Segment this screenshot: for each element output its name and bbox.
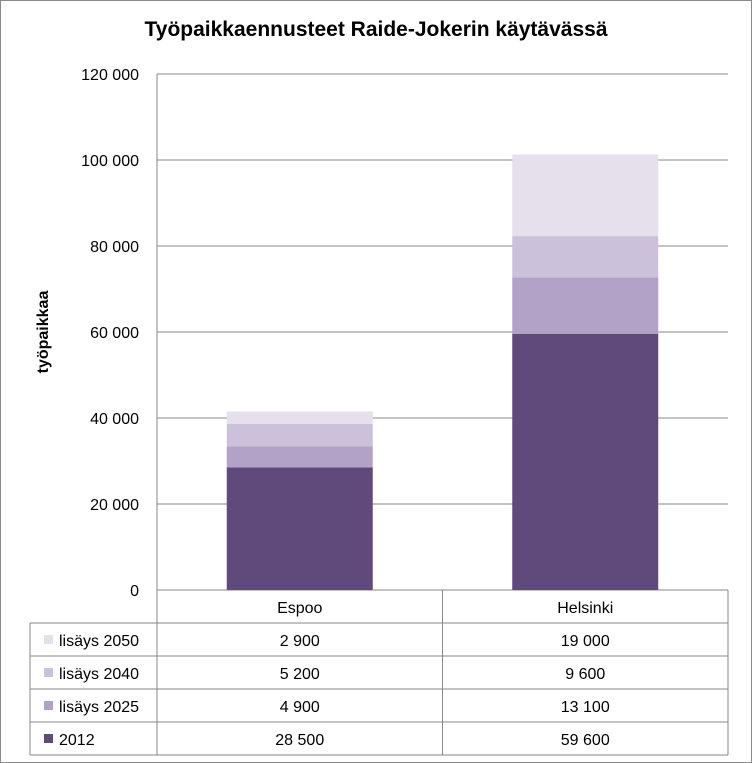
bar-segment xyxy=(226,411,373,425)
bar-segment xyxy=(226,467,373,590)
bar-segment xyxy=(226,424,373,447)
data-label: 9 600 xyxy=(565,666,605,683)
data-label: 5 200 xyxy=(280,666,320,683)
y-tick-label: 60 000 xyxy=(90,325,139,342)
legend-swatch xyxy=(44,668,53,677)
bar-segment xyxy=(512,154,659,237)
data-label: 4 900 xyxy=(280,699,320,716)
y-tick-label: 80 000 xyxy=(90,239,139,256)
y-tick-label: 20 000 xyxy=(90,497,139,514)
y-tick-label: 40 000 xyxy=(90,411,139,428)
bar-segment xyxy=(226,446,373,468)
legend-swatch xyxy=(44,734,53,743)
legend-label: lisäys 2050 xyxy=(59,633,139,650)
legend-swatch xyxy=(44,635,53,644)
bar-segment xyxy=(512,333,659,590)
data-label: 2 900 xyxy=(280,633,320,650)
data-label: 28 500 xyxy=(275,732,324,749)
data-label: 19 000 xyxy=(561,633,610,650)
bar-segment xyxy=(512,236,659,278)
bar-segment xyxy=(512,277,659,334)
data-label: 59 600 xyxy=(561,732,610,749)
legend-label: lisäys 2025 xyxy=(59,699,139,716)
x-category-label: Helsinki xyxy=(557,600,613,617)
legend-label: 2012 xyxy=(59,732,95,749)
x-category-label: Espoo xyxy=(277,600,322,617)
y-tick-label: 0 xyxy=(130,583,139,600)
legend-label: lisäys 2040 xyxy=(59,666,139,683)
y-tick-label: 120 000 xyxy=(81,67,139,84)
data-label: 13 100 xyxy=(561,699,610,716)
legend-swatch xyxy=(44,701,53,710)
chart-title: Työpaikkaennusteet Raide-Jokerin käytävä… xyxy=(144,18,608,41)
y-tick-label: 100 000 xyxy=(81,153,139,170)
